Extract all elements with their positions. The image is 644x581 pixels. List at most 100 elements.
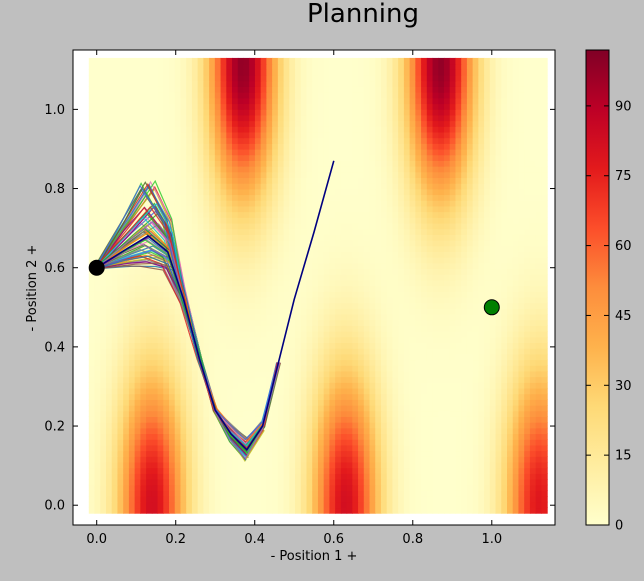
heatmap-cell bbox=[426, 234, 434, 241]
heatmap-cell bbox=[128, 171, 136, 179]
heatmap-cell bbox=[358, 160, 365, 167]
heatmap-cell bbox=[306, 387, 313, 395]
heatmap-cell bbox=[323, 205, 331, 213]
heatmap-cell bbox=[461, 365, 468, 372]
heatmap-cell bbox=[306, 433, 313, 440]
heatmap-cell bbox=[346, 251, 353, 258]
heatmap-cell bbox=[220, 200, 227, 207]
heatmap-cell bbox=[363, 308, 371, 315]
heatmap-cell bbox=[254, 507, 262, 514]
heatmap-cell bbox=[117, 171, 124, 179]
heatmap-cell bbox=[94, 410, 101, 417]
heatmap-cell bbox=[403, 268, 411, 275]
heatmap-cell bbox=[128, 467, 136, 474]
heatmap-cell bbox=[409, 353, 416, 361]
heatmap-cell bbox=[180, 444, 187, 452]
heatmap-cell bbox=[426, 336, 434, 344]
heatmap-cell bbox=[226, 296, 233, 304]
heatmap-cell bbox=[455, 461, 462, 469]
heatmap-cell bbox=[254, 313, 262, 321]
heatmap-cell bbox=[524, 501, 531, 509]
heatmap-cell bbox=[478, 234, 485, 241]
heatmap-cell bbox=[426, 194, 434, 201]
heatmap-cell bbox=[386, 302, 394, 309]
heatmap-cell bbox=[449, 496, 457, 503]
heatmap-cell bbox=[197, 410, 204, 417]
heatmap-cell bbox=[100, 376, 107, 383]
heatmap-cell bbox=[111, 308, 119, 315]
heatmap-cell bbox=[455, 251, 462, 258]
heatmap-cell bbox=[329, 257, 336, 264]
heatmap-cell bbox=[518, 308, 525, 315]
heatmap-cell bbox=[128, 416, 136, 423]
heatmap-cell bbox=[123, 200, 130, 207]
heatmap-cell bbox=[134, 359, 141, 366]
heatmap-cell bbox=[369, 245, 376, 252]
heatmap-cell bbox=[191, 387, 199, 395]
heatmap-cell bbox=[392, 467, 399, 474]
heatmap-cell bbox=[277, 160, 285, 167]
heatmap-cell bbox=[363, 211, 371, 218]
heatmap-cell bbox=[340, 319, 348, 326]
heatmap-cell bbox=[352, 302, 359, 309]
heatmap-cell bbox=[203, 365, 210, 372]
heatmap-cell bbox=[214, 427, 222, 435]
heatmap-cell bbox=[232, 359, 239, 366]
heatmap-cell bbox=[146, 268, 153, 275]
heatmap-cell bbox=[203, 313, 210, 321]
heatmap-cell bbox=[369, 319, 376, 326]
heatmap-cell bbox=[421, 478, 428, 486]
heatmap-cell bbox=[300, 410, 308, 417]
heatmap-cell bbox=[146, 325, 153, 332]
heatmap-cell bbox=[117, 422, 124, 429]
heatmap-cell bbox=[191, 325, 199, 332]
heatmap-cell bbox=[466, 228, 474, 235]
heatmap-cell bbox=[489, 336, 497, 344]
heatmap-cell bbox=[317, 262, 325, 270]
heatmap-cell bbox=[272, 359, 279, 366]
heatmap-cell bbox=[237, 370, 245, 378]
heatmap-cell bbox=[140, 416, 147, 423]
heatmap-cell bbox=[100, 484, 107, 491]
heatmap-cell bbox=[186, 376, 193, 383]
heatmap-cell bbox=[88, 245, 96, 252]
heatmap-cell bbox=[535, 399, 542, 406]
heatmap-cell bbox=[369, 410, 376, 417]
heatmap-cell bbox=[151, 291, 159, 298]
heatmap-cell bbox=[438, 348, 445, 355]
heatmap-cell bbox=[512, 166, 520, 173]
heatmap-cell bbox=[306, 382, 313, 389]
heatmap-cell bbox=[380, 166, 388, 173]
heatmap-cell bbox=[501, 370, 508, 378]
heatmap-cell bbox=[226, 217, 233, 224]
heatmap-cell bbox=[146, 342, 153, 349]
heatmap-cell bbox=[266, 285, 273, 292]
heatmap-cell bbox=[478, 325, 485, 332]
heatmap-cell bbox=[191, 268, 199, 275]
heatmap-cell bbox=[466, 444, 474, 452]
heatmap-cell bbox=[398, 217, 405, 224]
heatmap-cell bbox=[295, 262, 302, 270]
heatmap-cell bbox=[312, 353, 319, 361]
heatmap-cell bbox=[421, 496, 428, 503]
heatmap-cell bbox=[335, 456, 342, 463]
heatmap-cell bbox=[232, 456, 239, 463]
heatmap-cell bbox=[306, 439, 313, 446]
heatmap-cell bbox=[111, 399, 119, 406]
heatmap-cell bbox=[232, 302, 239, 309]
heatmap-cell bbox=[312, 473, 319, 480]
heatmap-cell bbox=[438, 268, 445, 275]
heatmap-cell bbox=[415, 484, 422, 491]
heatmap-cell bbox=[340, 166, 348, 173]
heatmap-cell bbox=[134, 370, 141, 378]
heatmap-cell bbox=[386, 262, 394, 270]
heatmap-cell bbox=[214, 507, 222, 514]
heatmap-cell bbox=[466, 222, 474, 230]
heatmap-cell bbox=[237, 251, 245, 258]
heatmap-cell bbox=[260, 205, 267, 213]
heatmap-cell bbox=[398, 188, 405, 196]
heatmap-cell bbox=[512, 507, 520, 514]
heatmap-cell bbox=[421, 416, 428, 423]
heatmap-cell bbox=[541, 291, 548, 298]
heatmap-cell bbox=[507, 359, 514, 366]
